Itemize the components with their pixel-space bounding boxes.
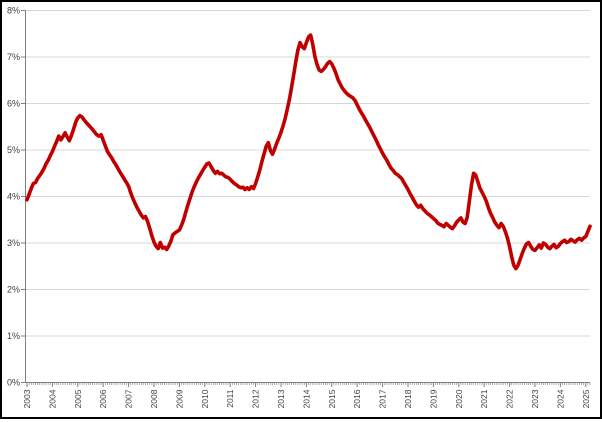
- x-axis-label: 2004: [47, 389, 57, 408]
- x-axis-label: 2005: [73, 389, 83, 408]
- x-axis-label: 2009: [174, 389, 184, 408]
- y-axis-label: 4%: [7, 192, 20, 202]
- y-axis-label: 2%: [7, 285, 20, 295]
- x-axis-label: 2003: [22, 389, 32, 408]
- x-axis-label: 2007: [124, 389, 134, 408]
- x-axis-label: 2016: [352, 389, 362, 408]
- x-axis-label: 2006: [98, 389, 108, 408]
- x-axis-label: 2008: [149, 389, 159, 408]
- x-axis-label: 2024: [555, 389, 565, 408]
- x-axis-label: 2011: [225, 389, 235, 408]
- y-axis-label: 1%: [7, 331, 20, 341]
- x-axis-label: 2012: [251, 389, 261, 408]
- x-axis-label: 2015: [327, 389, 337, 408]
- y-axis-label: 5%: [7, 145, 20, 155]
- x-axis-label: 2019: [428, 389, 438, 408]
- unemployment-line-chart: 0% 1% 2% 3% 4% 5% 6% 7% 8% 2003 2004 2005 2006 2007 20…: [7, 6, 592, 408]
- y-axis-label: 8%: [7, 6, 20, 16]
- x-axis-label: 2020: [454, 389, 464, 408]
- x-axis-label: 2017: [378, 389, 388, 408]
- x-axis-label: 2010: [200, 389, 210, 408]
- y-axis-label: 3%: [7, 238, 20, 248]
- y-axis-label: 0%: [7, 378, 20, 388]
- x-axis-label: 2025: [581, 389, 591, 408]
- y-axis-label: 6%: [7, 99, 20, 109]
- x-axis-label: 2022: [505, 389, 515, 408]
- x-axis-label: 2018: [403, 389, 413, 408]
- x-axis-label: 2023: [530, 389, 540, 408]
- x-axis-label: 2013: [276, 389, 286, 408]
- x-axis-label: 2014: [301, 389, 311, 408]
- x-axis-label: 2021: [479, 389, 489, 408]
- y-axis-label: 7%: [7, 52, 20, 62]
- data-series-line: [25, 33, 592, 271]
